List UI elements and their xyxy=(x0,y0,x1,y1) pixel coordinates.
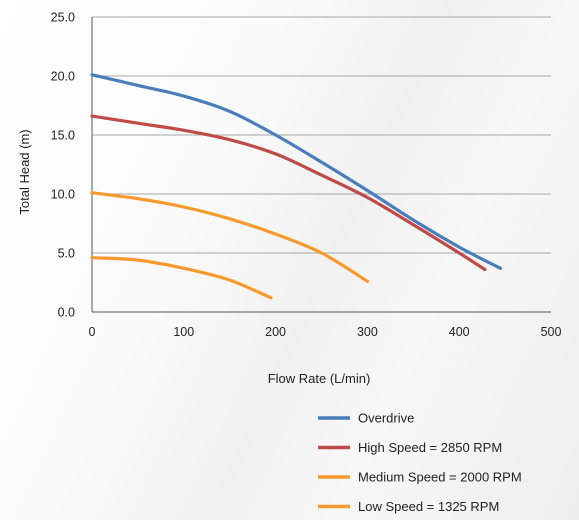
x-tick-label: 300 xyxy=(357,325,378,339)
legend: Overdrive High Speed = 2850 RPM Medium Spe… xyxy=(318,411,522,514)
x-tick-label: 400 xyxy=(449,325,470,339)
y-tick-label: 15.0 xyxy=(51,129,75,143)
y-tick-label: 25.0 xyxy=(51,11,75,25)
series-line-overdrive xyxy=(90,73,503,270)
legend-label: High Speed = 2850 RPM xyxy=(358,440,502,455)
x-tick-labels: 0 100 200 300 400 500 xyxy=(89,325,562,339)
y-tick-label: 20.0 xyxy=(51,70,75,84)
axes xyxy=(91,17,551,313)
x-tick-label: 200 xyxy=(265,325,286,339)
x-tick-label: 500 xyxy=(541,325,562,339)
x-tick-label: 0 xyxy=(89,325,96,339)
series-lines xyxy=(90,73,503,300)
y-tick-label: 0.0 xyxy=(58,306,75,320)
y-tick-labels: 0.0 5.0 10.0 15.0 20.0 25.0 xyxy=(51,11,75,320)
series-line-low-speed-1325-rpm xyxy=(90,256,273,300)
x-tick-label: 100 xyxy=(173,325,194,339)
y-tick-label: 5.0 xyxy=(58,247,75,261)
gridlines xyxy=(92,16,551,254)
legend-label: Medium Speed = 2000 RPM xyxy=(358,470,522,485)
y-tick-label: 10.0 xyxy=(51,188,75,202)
legend-label: Overdrive xyxy=(358,411,414,426)
legend-label: Low Speed = 1325 RPM xyxy=(358,499,499,514)
y-axis-title: Total Head (m) xyxy=(17,129,32,214)
x-axis-title: Flow Rate (L/min) xyxy=(268,371,371,386)
series-line-medium-speed-2000-rpm xyxy=(90,191,369,283)
series-line-high-speed-2850-rpm xyxy=(90,114,487,272)
